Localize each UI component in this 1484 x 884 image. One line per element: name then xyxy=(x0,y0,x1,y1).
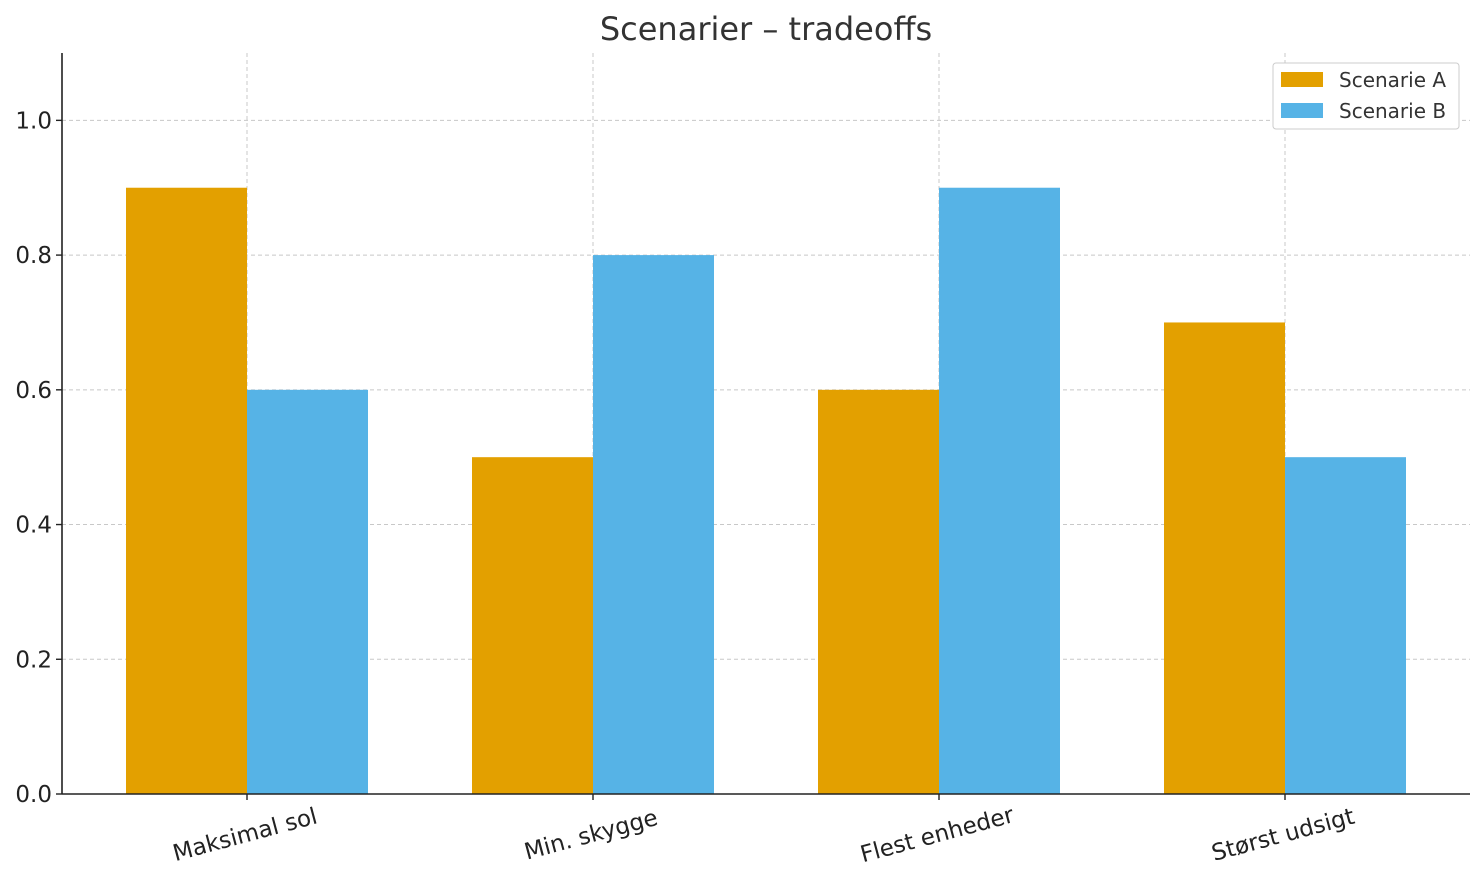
y-tick-label: 0.2 xyxy=(15,647,52,673)
x-tick-label: Flest enheder xyxy=(858,802,1018,868)
legend: Scenarie A Scenarie B xyxy=(1272,62,1460,130)
legend-swatch-scenarie-b xyxy=(1281,103,1323,118)
legend-label-scenarie-b: Scenarie B xyxy=(1339,99,1446,123)
axes xyxy=(61,53,1470,795)
bar-scenarie-a xyxy=(472,457,593,794)
bars xyxy=(126,187,1406,794)
y-tick-label: 0.8 xyxy=(15,243,52,269)
bar-scenarie-b xyxy=(593,255,714,794)
chart-title: Scenarier – tradeoffs xyxy=(600,10,932,48)
bar-scenarie-b xyxy=(1285,457,1406,794)
legend-swatch-scenarie-a xyxy=(1281,72,1323,87)
bar-scenarie-b xyxy=(939,187,1060,794)
x-tick-label: Størst udsigt xyxy=(1209,804,1357,867)
y-tick-label: 0.6 xyxy=(15,378,52,404)
y-tick-label: 1.0 xyxy=(15,108,52,134)
y-tick-label: 0.0 xyxy=(15,782,52,808)
bar-scenarie-b xyxy=(247,389,368,794)
bar-scenarie-a xyxy=(126,187,247,794)
legend-label-scenarie-a: Scenarie A xyxy=(1339,68,1446,92)
x-tick-label: Maksimal sol xyxy=(170,803,320,866)
y-tick-label: 0.4 xyxy=(15,513,52,539)
x-tick-label: Min. skygge xyxy=(522,805,661,866)
bar-scenarie-a xyxy=(1164,322,1285,794)
bar-scenarie-a xyxy=(818,389,939,794)
